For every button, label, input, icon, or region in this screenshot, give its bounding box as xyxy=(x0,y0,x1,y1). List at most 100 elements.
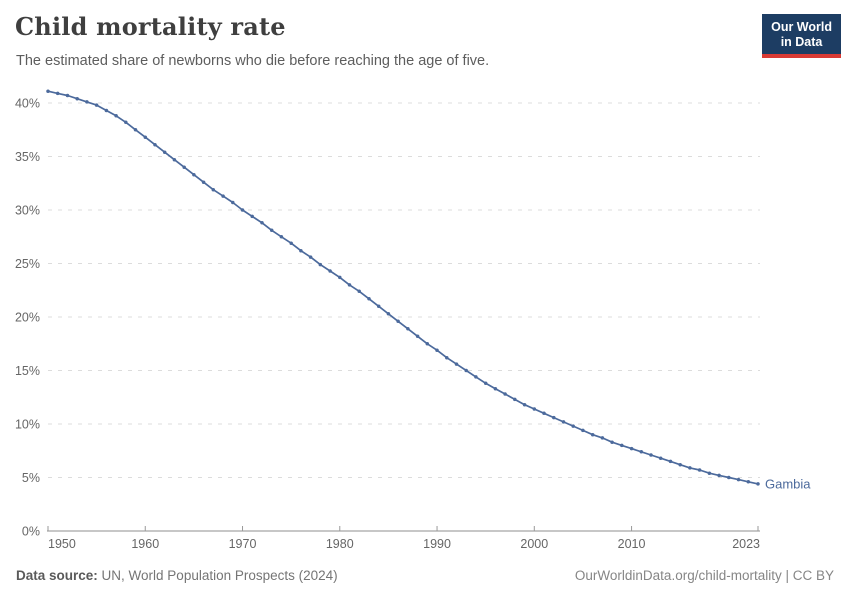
data-point[interactable] xyxy=(435,348,439,352)
data-point[interactable] xyxy=(454,362,459,366)
chart-url[interactable]: OurWorldinData.org/child-mortality | CC … xyxy=(574,568,834,583)
data-source: Data source: UN, World Population Prospe… xyxy=(16,568,338,583)
data-point[interactable] xyxy=(172,157,177,162)
data-point[interactable] xyxy=(493,386,498,391)
x-axis-tick-label: 1950 xyxy=(48,537,76,551)
data-point[interactable] xyxy=(425,342,430,346)
data-point[interactable] xyxy=(522,402,527,407)
y-axis-tick-label: 40% xyxy=(15,97,40,111)
owid-logo-line1: Our World xyxy=(771,20,832,34)
data-point[interactable] xyxy=(221,194,225,198)
y-axis-tick-label: 15% xyxy=(15,364,40,378)
data-point[interactable] xyxy=(55,91,60,96)
data-point[interactable] xyxy=(162,150,167,154)
data-point[interactable] xyxy=(464,368,468,373)
data-point[interactable] xyxy=(532,407,537,411)
y-axis-tick-label: 20% xyxy=(15,311,40,325)
data-point[interactable] xyxy=(376,304,381,309)
data-point[interactable] xyxy=(688,466,692,470)
owid-logo-line2: in Data xyxy=(780,35,823,49)
data-point[interactable] xyxy=(610,440,614,444)
data-point[interactable] xyxy=(445,355,449,360)
data-point[interactable] xyxy=(338,275,342,280)
data-point[interactable] xyxy=(756,482,760,486)
data-point[interactable] xyxy=(192,172,196,177)
data-point[interactable] xyxy=(396,319,400,324)
x-axis-tick-label: 1970 xyxy=(229,537,257,551)
data-point[interactable] xyxy=(600,436,605,440)
data-point[interactable] xyxy=(678,462,682,467)
data-point[interactable] xyxy=(143,135,148,139)
data-point[interactable] xyxy=(279,235,284,239)
chart-subtitle: The estimated share of newborns who die … xyxy=(16,53,490,69)
data-point[interactable] xyxy=(629,446,634,451)
owid-logo[interactable]: Our World in Data xyxy=(762,14,841,58)
data-point[interactable] xyxy=(328,269,332,273)
data-point[interactable] xyxy=(308,255,313,259)
x-axis-tick-label: 1960 xyxy=(131,537,159,551)
data-point[interactable] xyxy=(736,477,741,482)
data-point[interactable] xyxy=(717,473,721,478)
x-axis-tick-label: 2023 xyxy=(732,537,760,551)
data-point[interactable] xyxy=(260,221,264,225)
data-point[interactable] xyxy=(299,248,303,253)
data-point[interactable] xyxy=(639,450,644,454)
y-axis-tick-label: 0% xyxy=(22,525,40,539)
data-point[interactable] xyxy=(590,432,595,437)
data-point[interactable] xyxy=(746,480,751,484)
data-point[interactable] xyxy=(658,456,663,460)
data-point[interactable] xyxy=(104,108,109,113)
data-point[interactable] xyxy=(571,424,575,428)
data-point[interactable] xyxy=(552,415,556,420)
y-axis-tick-label: 35% xyxy=(15,150,40,164)
data-point[interactable] xyxy=(94,103,99,107)
data-point[interactable] xyxy=(289,241,293,245)
data-point[interactable] xyxy=(75,96,79,101)
data-point[interactable] xyxy=(415,334,420,339)
data-point[interactable] xyxy=(483,381,488,386)
y-axis-tick-label: 30% xyxy=(15,204,40,218)
data-point[interactable] xyxy=(114,114,118,118)
data-point[interactable] xyxy=(85,100,89,104)
data-point[interactable] xyxy=(697,468,702,472)
data-point[interactable] xyxy=(707,471,712,475)
data-point[interactable] xyxy=(231,200,235,205)
data-point[interactable] xyxy=(46,89,50,93)
page-title: Child mortality rate xyxy=(15,12,286,41)
chart-line-gambia[interactable] xyxy=(47,90,759,485)
x-axis-tick-label: 1990 xyxy=(423,537,451,551)
data-point[interactable] xyxy=(542,411,546,416)
data-point[interactable] xyxy=(581,428,585,433)
data-point[interactable] xyxy=(211,187,216,192)
data-point[interactable] xyxy=(367,297,371,301)
data-point[interactable] xyxy=(668,459,673,464)
data-point[interactable] xyxy=(240,208,245,212)
data-point[interactable] xyxy=(727,475,731,480)
data-point[interactable] xyxy=(561,420,566,424)
x-axis-tick-label: 2000 xyxy=(520,537,548,551)
data-point[interactable] xyxy=(620,443,624,448)
data-point[interactable] xyxy=(182,165,186,169)
data-point[interactable] xyxy=(65,93,70,98)
data-point[interactable] xyxy=(347,283,352,287)
y-axis-tick-label: 5% xyxy=(22,471,40,485)
data-point[interactable] xyxy=(133,128,138,132)
x-axis-tick-label: 2010 xyxy=(618,537,646,551)
data-point[interactable] xyxy=(250,214,254,219)
x-axis-tick-label: 1980 xyxy=(326,537,354,551)
data-point[interactable] xyxy=(503,392,507,396)
data-point[interactable] xyxy=(649,453,653,457)
data-point[interactable] xyxy=(153,142,157,147)
data-point[interactable] xyxy=(513,397,517,402)
data-point[interactable] xyxy=(386,312,391,316)
data-point[interactable] xyxy=(201,180,206,184)
y-axis-tick-label: 25% xyxy=(15,257,40,271)
data-point[interactable] xyxy=(318,262,323,267)
data-point[interactable] xyxy=(124,120,128,125)
data-point[interactable] xyxy=(406,327,410,331)
data-point[interactable] xyxy=(474,375,478,379)
data-point[interactable] xyxy=(357,289,361,294)
series-label-gambia[interactable]: Gambia xyxy=(765,476,811,491)
data-point[interactable] xyxy=(269,228,274,233)
